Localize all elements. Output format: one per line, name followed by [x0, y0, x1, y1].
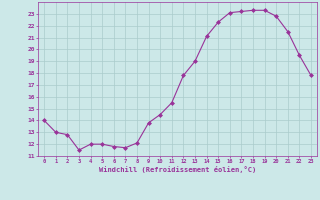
X-axis label: Windchill (Refroidissement éolien,°C): Windchill (Refroidissement éolien,°C)	[99, 166, 256, 173]
